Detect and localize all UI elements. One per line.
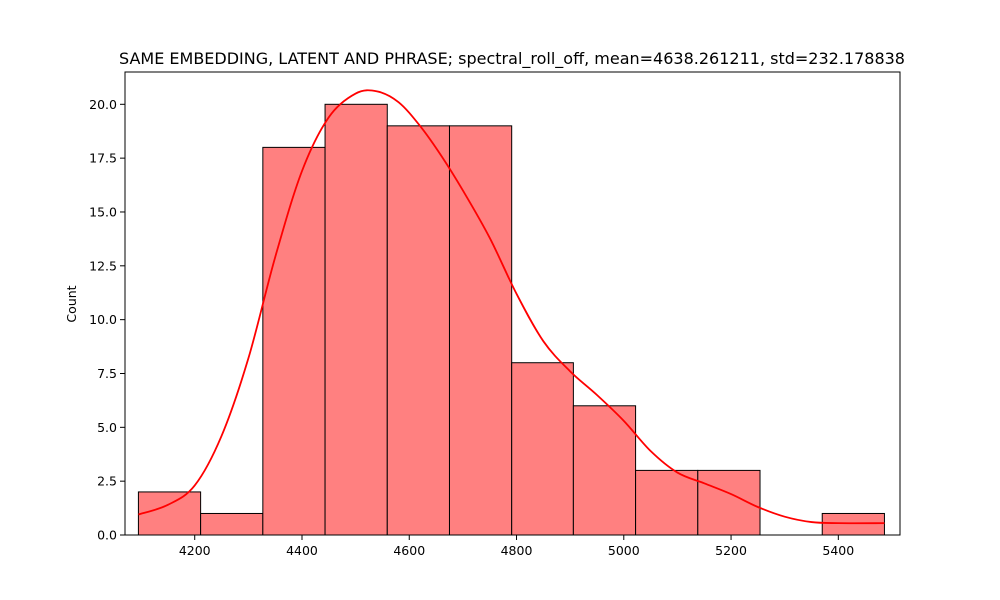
x-tick-label-6: 5400 (822, 543, 854, 558)
histogram-bar-4 (386, 125, 450, 536)
x-tick-label-3: 4800 (501, 543, 533, 558)
y-tick-label-4: 10.0 (89, 312, 117, 327)
histogram-bar-11 (821, 512, 885, 536)
y-tick-label-6: 15.0 (89, 204, 117, 219)
y-axis: 0.0 2.5 5.0 7.5 10.0 12.5 15.0 17.5 20.0 (89, 97, 125, 543)
bars-group (137, 103, 885, 536)
x-tick-label-4: 5000 (608, 543, 640, 558)
x-axis: 4200 4400 4600 4800 5000 5200 5400 (179, 535, 854, 558)
x-tick-label-1: 4400 (286, 543, 318, 558)
chart-title: SAME EMBEDDING, LATENT AND PHRASE; spect… (119, 49, 905, 69)
histogram-bar-7 (572, 405, 637, 536)
y-tick-label-5: 12.5 (89, 258, 117, 273)
histogram-bar-3 (324, 103, 388, 536)
histogram-bar-2 (262, 146, 326, 536)
y-tick-label-1: 2.5 (97, 474, 117, 489)
kde-curve (138, 89, 885, 525)
y-tick-label-7: 17.5 (89, 151, 117, 166)
y-axis-label: Count (64, 285, 79, 322)
plot-frame (124, 71, 901, 536)
histogram-bar-6 (511, 362, 574, 536)
histogram-bar-1 (200, 512, 264, 536)
x-tick-label-5: 5200 (715, 543, 747, 558)
y-tick-label-8: 20.0 (89, 97, 117, 112)
histogram-bar-8 (635, 469, 699, 536)
y-tick-label-0: 0.0 (97, 528, 117, 543)
x-tick-label-0: 4200 (179, 543, 211, 558)
y-tick-label-2: 5.0 (97, 420, 117, 435)
histogram-bar-5 (448, 125, 513, 536)
histogram-bar-0 (137, 491, 202, 536)
y-tick-label-3: 7.5 (97, 366, 117, 381)
x-tick-label-2: 4600 (393, 543, 425, 558)
